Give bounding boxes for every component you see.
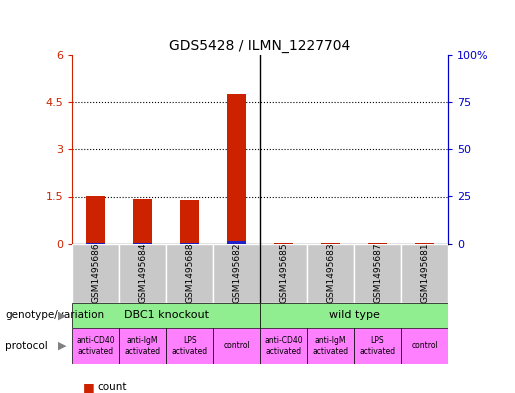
Text: LPS
activated: LPS activated — [359, 336, 396, 356]
Text: count: count — [98, 382, 127, 392]
Text: ▶: ▶ — [58, 310, 67, 320]
Title: GDS5428 / ILMN_1227704: GDS5428 / ILMN_1227704 — [169, 39, 351, 53]
Text: GSM1495688: GSM1495688 — [185, 243, 194, 303]
FancyBboxPatch shape — [166, 328, 213, 364]
Bar — [274, 243, 293, 244]
FancyBboxPatch shape — [401, 328, 448, 364]
Bar — [86, 196, 105, 244]
Text: genotype/variation: genotype/variation — [5, 310, 104, 320]
Bar — [180, 243, 199, 244]
FancyBboxPatch shape — [354, 328, 401, 364]
Text: anti-CD40
activated: anti-CD40 activated — [76, 336, 115, 356]
Text: LPS
activated: LPS activated — [171, 336, 208, 356]
Text: DBC1 knockout: DBC1 knockout — [124, 310, 209, 320]
Bar — [415, 243, 434, 244]
FancyBboxPatch shape — [354, 244, 401, 303]
Text: anti-IgM
activated: anti-IgM activated — [125, 336, 161, 356]
Bar — [227, 94, 246, 244]
Text: GSM1495686: GSM1495686 — [91, 243, 100, 303]
FancyBboxPatch shape — [401, 244, 448, 303]
Bar — [180, 200, 199, 244]
Text: ■: ■ — [82, 380, 94, 393]
Bar — [321, 243, 340, 244]
Text: GSM1495682: GSM1495682 — [232, 243, 241, 303]
FancyBboxPatch shape — [307, 244, 354, 303]
Text: wild type: wild type — [329, 310, 380, 320]
FancyBboxPatch shape — [72, 328, 119, 364]
Text: GSM1495681: GSM1495681 — [420, 243, 429, 303]
FancyBboxPatch shape — [119, 328, 166, 364]
Text: GSM1495684: GSM1495684 — [138, 243, 147, 303]
Text: GSM1495687: GSM1495687 — [373, 243, 382, 303]
Text: control: control — [223, 342, 250, 350]
Text: GSM1495685: GSM1495685 — [279, 243, 288, 303]
Text: protocol: protocol — [5, 341, 48, 351]
FancyBboxPatch shape — [213, 244, 260, 303]
FancyBboxPatch shape — [260, 244, 307, 303]
FancyBboxPatch shape — [166, 244, 213, 303]
Bar — [368, 243, 387, 244]
Bar — [133, 199, 152, 244]
FancyBboxPatch shape — [119, 244, 166, 303]
FancyBboxPatch shape — [260, 303, 448, 328]
Text: anti-CD40
activated: anti-CD40 activated — [264, 336, 303, 356]
Text: ▶: ▶ — [58, 341, 67, 351]
FancyBboxPatch shape — [72, 303, 260, 328]
Text: control: control — [411, 342, 438, 350]
FancyBboxPatch shape — [72, 244, 119, 303]
FancyBboxPatch shape — [213, 328, 260, 364]
Text: GSM1495683: GSM1495683 — [326, 243, 335, 303]
FancyBboxPatch shape — [307, 328, 354, 364]
FancyBboxPatch shape — [260, 328, 307, 364]
Bar — [227, 241, 246, 244]
Text: anti-IgM
activated: anti-IgM activated — [313, 336, 349, 356]
